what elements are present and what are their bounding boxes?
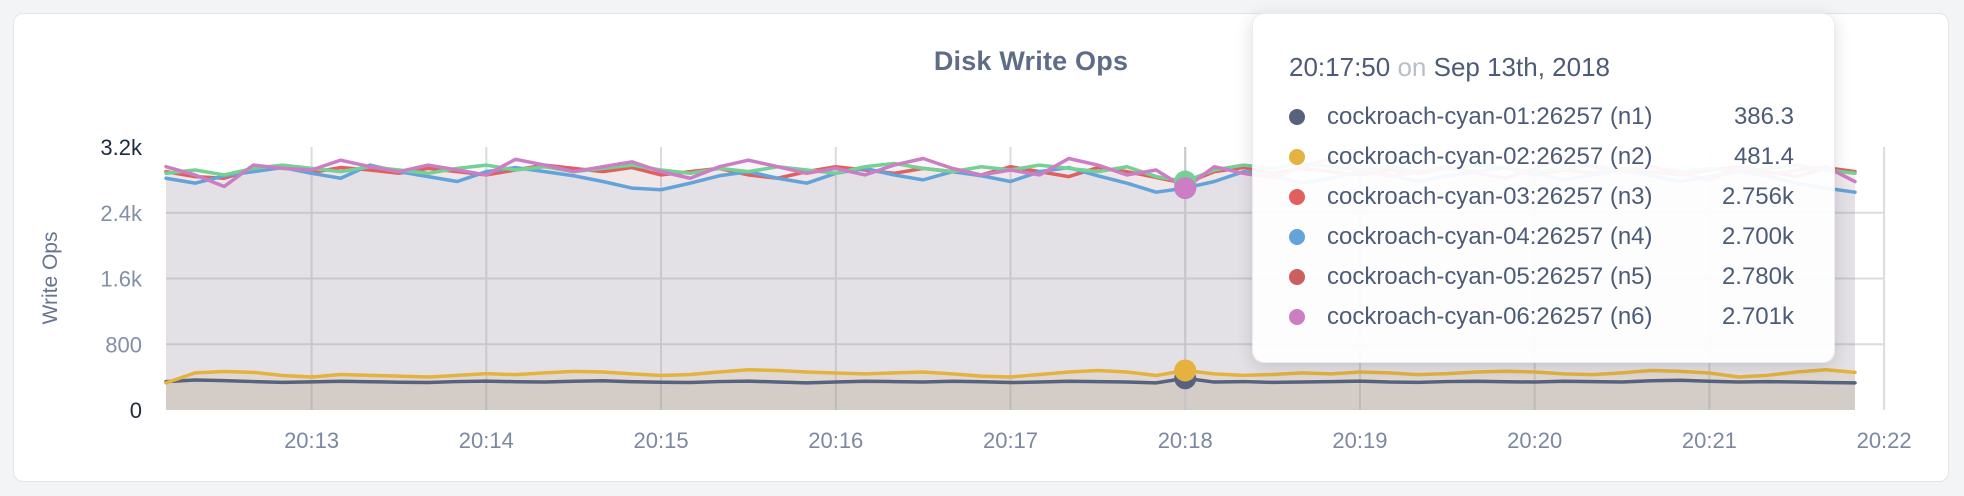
x-tick-label: 20:15 bbox=[634, 428, 689, 453]
series-color-dot-icon bbox=[1289, 269, 1305, 285]
tooltip-time: 20:17:50 bbox=[1289, 52, 1391, 82]
y-tick-label: 0 bbox=[130, 398, 142, 423]
x-tick-label: 20:13 bbox=[284, 428, 339, 453]
series-value: 2.700k bbox=[1721, 223, 1794, 250]
x-tick-label: 20:16 bbox=[808, 428, 863, 453]
tooltip-on-text: on bbox=[1397, 52, 1427, 82]
y-tick-label: 800 bbox=[105, 332, 142, 357]
hover-dot-2 bbox=[1174, 359, 1197, 382]
series-color-dot-icon bbox=[1289, 309, 1305, 325]
tooltip-series-row: cockroach-cyan-04:26257 (n4) 2.700k bbox=[1289, 217, 1794, 257]
series-value: 2.756k bbox=[1721, 183, 1794, 210]
series-value: 2.780k bbox=[1721, 263, 1794, 290]
series-color-dot-icon bbox=[1289, 149, 1305, 165]
tooltip-series-row: cockroach-cyan-05:26257 (n5) 2.780k bbox=[1289, 257, 1794, 297]
series-name: cockroach-cyan-03:26257 (n3) bbox=[1327, 183, 1653, 210]
tooltip-series-row: cockroach-cyan-01:26257 (n1) 386.3 bbox=[1289, 97, 1794, 137]
tooltip-series-row: cockroach-cyan-06:26257 (n6) 2.701k bbox=[1289, 297, 1794, 337]
tooltip-series-row: cockroach-cyan-03:26257 (n3) 2.756k bbox=[1289, 177, 1794, 217]
series-name: cockroach-cyan-06:26257 (n6) bbox=[1327, 303, 1653, 330]
tooltip-date: Sep 13th, 2018 bbox=[1433, 52, 1610, 82]
y-tick-label: 3.2k bbox=[100, 135, 143, 160]
x-tick-label: 20:22 bbox=[1857, 428, 1912, 453]
series-value: 481.4 bbox=[1733, 143, 1794, 170]
tooltip-header: 20:17:50 on Sep 13th, 2018 bbox=[1289, 52, 1794, 83]
chart-title: Disk Write Ops bbox=[933, 46, 1129, 76]
chart-tooltip: 20:17:50 on Sep 13th, 2018 cockroach-cya… bbox=[1252, 13, 1835, 363]
series-value: 2.701k bbox=[1721, 303, 1794, 330]
series-name: cockroach-cyan-01:26257 (n1) bbox=[1327, 103, 1653, 130]
y-tick-label: 2.4k bbox=[100, 201, 143, 226]
tooltip-series-row: cockroach-cyan-02:26257 (n2) 481.4 bbox=[1289, 137, 1794, 177]
x-tick-label: 20:20 bbox=[1507, 428, 1562, 453]
x-tick-label: 20:18 bbox=[1158, 428, 1213, 453]
x-tick-label: 20:19 bbox=[1332, 428, 1387, 453]
series-value: 386.3 bbox=[1733, 103, 1794, 130]
y-tick-label: 1.6k bbox=[100, 267, 143, 292]
series-name: cockroach-cyan-02:26257 (n2) bbox=[1327, 143, 1653, 170]
x-tick-label: 20:14 bbox=[459, 428, 514, 453]
series-name: cockroach-cyan-05:26257 (n5) bbox=[1327, 263, 1653, 290]
series-line-1[interactable] bbox=[164, 376, 1857, 385]
series-color-dot-icon bbox=[1289, 229, 1305, 245]
series-area-1 bbox=[166, 378, 1855, 410]
series-color-dot-icon bbox=[1289, 189, 1305, 205]
series-color-dot-icon bbox=[1289, 109, 1305, 125]
series-name: cockroach-cyan-04:26257 (n4) bbox=[1327, 223, 1653, 250]
y-axis-title: Write Ops bbox=[39, 232, 62, 325]
x-tick-label: 20:21 bbox=[1682, 428, 1737, 453]
hover-dot-6 bbox=[1174, 177, 1197, 200]
x-tick-label: 20:17 bbox=[983, 428, 1038, 453]
series-line-2[interactable] bbox=[164, 367, 1857, 385]
